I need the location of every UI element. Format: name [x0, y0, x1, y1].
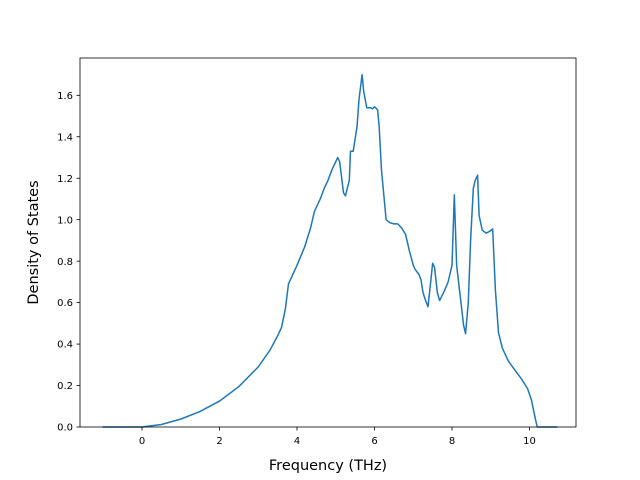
plot-area [80, 58, 576, 427]
y-tick-label: 0.0 [57, 423, 73, 434]
x-tick-label: 0 [139, 436, 145, 447]
x-tick-label: 6 [371, 436, 377, 447]
tick-layer: 0 2 4 6 8 10 0.0 0.2 0.4 0.6 0.8 1.0 1.2 1.4 1.6 [57, 91, 536, 447]
x-tick-label: 8 [449, 436, 455, 447]
dos-series-line-0 [102, 73, 558, 428]
y-tick-label: 1.6 [57, 91, 73, 102]
x-tick-label: 2 [216, 436, 222, 447]
y-tick-label: 1.4 [57, 132, 73, 143]
series-layer [102, 73, 558, 428]
y-tick-label: 1.2 [57, 174, 73, 185]
y-axis-label: Density of States [26, 180, 42, 304]
x-axis-label: Frequency (THz) [269, 458, 387, 474]
y-tick-label: 0.4 [57, 340, 73, 351]
y-tick-label: 0.2 [57, 381, 73, 392]
x-tick-label: 10 [523, 436, 536, 447]
y-tick-label: 1.0 [57, 215, 73, 226]
x-tick-label: 4 [294, 436, 300, 447]
y-tick-label: 0.6 [57, 298, 73, 309]
plot-frame [79, 57, 577, 428]
y-tick-label: 0.8 [57, 257, 73, 268]
